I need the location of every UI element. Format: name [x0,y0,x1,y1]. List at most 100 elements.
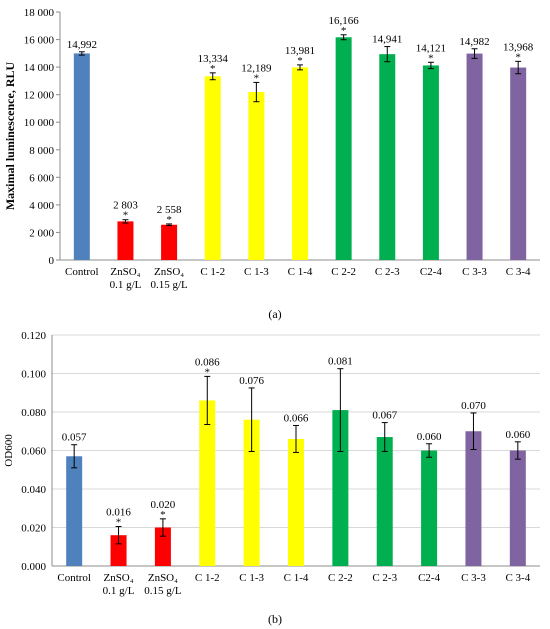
bar [288,438,304,566]
bar [465,431,482,566]
data-label: 0.020 [151,499,176,511]
significance-marker: * [428,52,434,64]
significance-marker: * [205,366,211,378]
y-tick-label: 6 000 [29,172,54,184]
y-tick-label: 12 000 [24,90,55,102]
data-label: 0.060 [417,431,442,443]
y-tick-label: 0.080 [21,407,46,419]
bar [510,67,527,260]
bar [243,419,260,566]
significance-marker: * [515,51,521,63]
y-tick-label: 0.040 [21,484,46,496]
data-label: 14,992 [67,39,97,51]
x-tick-label: C2-4 [418,572,441,584]
x-tick-label: ZnSO₄ [148,572,178,584]
significance-marker: * [166,214,172,226]
data-label: 13,334 [198,53,229,65]
significance-marker: * [297,55,303,67]
bar [248,92,265,260]
bar [110,535,127,566]
data-label: 2 803 [113,200,138,212]
data-label: 14,941 [372,34,402,46]
chart-panel-a: 0 2 000 4 000 6 000 8 000 10 000 12 000 14 000 1… [3,7,540,291]
y-tick-label: 10 000 [24,117,55,129]
panel-caption-b: (b) [268,612,282,626]
bar [376,437,393,566]
data-label: 0.067 [372,410,397,422]
y-tick-label: 2 000 [29,227,54,239]
x-tick-label: ZnSO₄ [154,266,184,278]
bar [66,456,83,566]
data-label: 0.086 [195,356,220,368]
bar [199,400,216,566]
chart-panel-b: 0.000 0.020 0.040 0.060 0.080 0.100 0.120 OD600… [3,330,540,597]
data-label: 0.070 [461,400,486,412]
bar [466,53,483,261]
bar [379,54,396,260]
bar [73,53,90,260]
x-tick-label: C 3-4 [505,572,530,584]
data-label: 0.016 [106,507,131,519]
x-tick-label: C 1-2 [200,266,225,278]
bar [117,221,134,260]
x-tick-label: C 1-3 [244,266,269,278]
significance-marker: * [254,72,260,84]
data-label: 0.060 [505,429,530,441]
x-tick-label: C 1-4 [284,572,309,584]
bar [292,67,308,260]
significance-marker: * [210,63,216,75]
y-tick-label: 0.120 [21,330,46,342]
y-tick-label: 4 000 [29,200,54,212]
significance-marker: * [116,517,122,529]
x-tick-label: C 3-4 [506,266,531,278]
x-tick-label: C2-4 [420,266,443,278]
data-label: 0.081 [328,356,353,368]
x-tick-label: ZnSO₄ [103,572,133,584]
data-label: 12,189 [241,62,272,74]
data-label: 2 558 [157,204,182,216]
bar [335,37,352,260]
significance-marker: * [160,509,166,521]
bar [422,65,439,260]
data-label: 16,166 [329,15,360,27]
bar [161,224,178,260]
data-label: 0.057 [62,432,87,444]
x-tick-label: 0.1 g/L [110,279,142,291]
x-tick-label: C 2-2 [331,266,356,278]
y-tick-label: 0.100 [21,369,46,381]
x-tick-label: C 2-3 [372,572,397,584]
y-tick-label: 0.020 [21,523,46,535]
y-tick-label: 0.060 [21,446,46,458]
data-label: 14,121 [416,42,446,54]
x-tick-label: 0.1 g/L [103,585,135,597]
x-tick-label: Control [65,266,99,278]
bar [154,527,171,566]
y-tick-label: 0.000 [21,561,46,573]
data-label: 14,982 [459,36,489,48]
x-tick-label: C 3-3 [462,266,487,278]
x-tick-label: 0.15 g/L [150,279,188,291]
bar [509,450,526,566]
significance-marker: * [341,25,347,37]
bar [332,410,349,566]
data-label: 13,981 [285,45,315,57]
y-tick-label: 0 [49,255,55,267]
x-tick-label: ZnSO₄ [110,266,140,278]
y-tick-label: 8 000 [29,145,54,157]
x-tick-label: C 2-2 [328,572,353,584]
x-tick-label: C 3-3 [461,572,486,584]
y-tick-label: 16 000 [24,35,55,47]
significance-marker: * [123,210,129,222]
x-tick-label: C 2-3 [375,266,400,278]
y-tick-label: 18 000 [24,7,55,19]
panel-caption-a: (a) [268,307,281,321]
data-label: 13,968 [503,41,534,53]
bar [421,450,438,566]
y-axis-title: OD600 [3,434,15,467]
y-axis-title: Maximal luminescence, RLU [3,62,17,211]
x-tick-label: C 1-2 [195,572,220,584]
x-tick-label: C 1-4 [288,266,313,278]
x-tick-label: 0.15 g/L [144,585,182,597]
data-label: 0.066 [284,412,309,424]
